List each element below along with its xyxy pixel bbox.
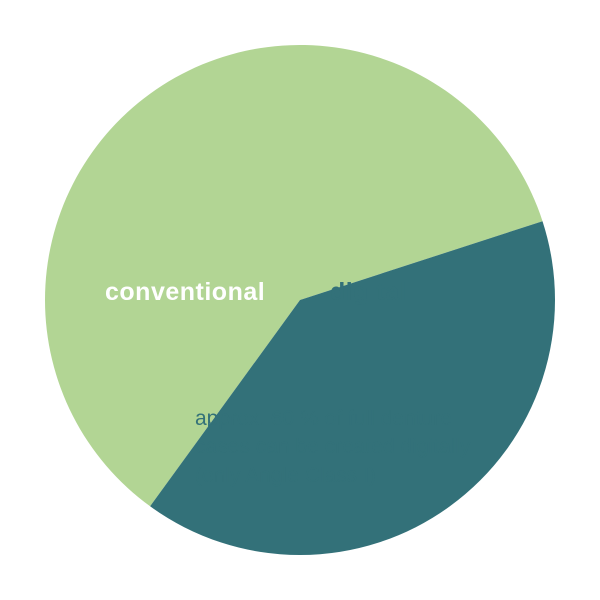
slice-label-digital: digital	[330, 280, 407, 305]
pie-chart: digital conventional approx. 60 % of ful…	[0, 0, 600, 600]
caption-line-1: approx. 60 % of full denture	[195, 407, 452, 430]
pie-svg	[0, 0, 600, 600]
chart-caption: approx. 60 % of full denture cases can b…	[195, 405, 515, 490]
caption-line-2: cases can be created digitally	[195, 435, 471, 458]
caption-line-3: (only Angle Class I)	[195, 464, 376, 487]
slice-label-conventional: conventional	[105, 280, 265, 305]
